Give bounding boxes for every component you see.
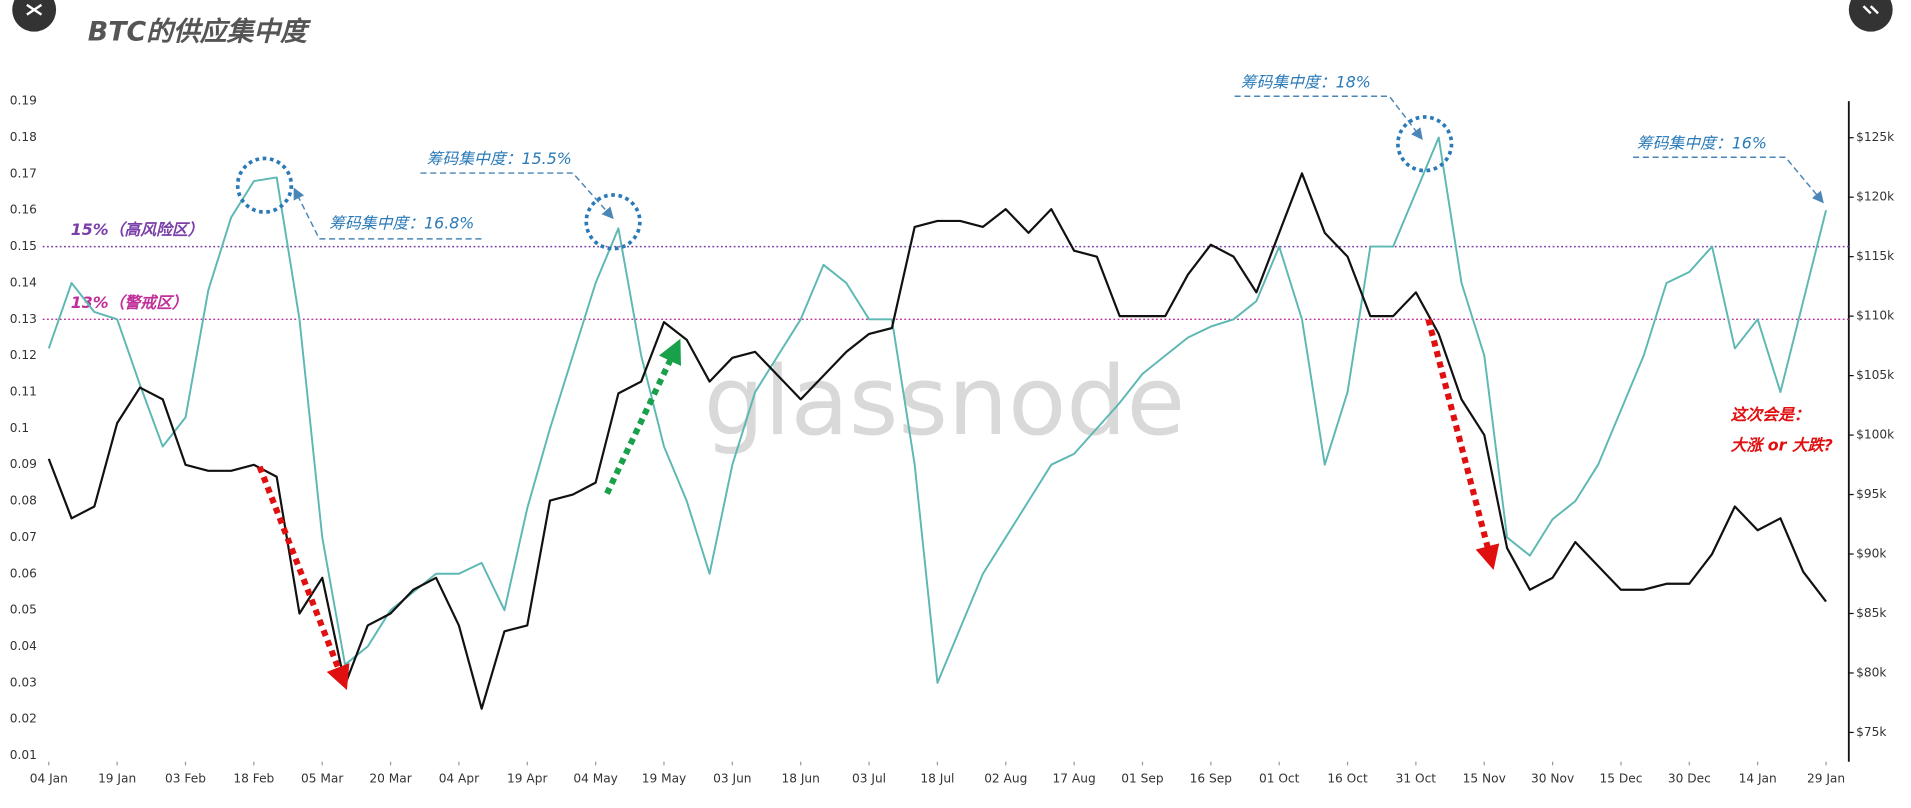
- y2-tick-label: $120k: [1856, 190, 1895, 204]
- y2-tick-label: $85k: [1856, 606, 1887, 620]
- y-tick-label: 0.1: [10, 421, 29, 435]
- x-tick-label: 15 Dec: [1599, 771, 1642, 785]
- y2-tick-label: $95k: [1856, 487, 1887, 501]
- x-tick-label: 30 Dec: [1668, 771, 1711, 785]
- close-icon: [26, 3, 43, 16]
- callout-leader: [1633, 156, 1824, 204]
- x-tick-label: 02 Aug: [984, 771, 1027, 785]
- question-label: 大涨 or 大跌?: [1731, 436, 1833, 455]
- x-tick-label: 05 Mar: [301, 771, 343, 785]
- x-tick-label: 31 Oct: [1396, 771, 1437, 785]
- callout-leader: [420, 172, 614, 220]
- reference-label: 15%（高风险区）: [71, 220, 204, 239]
- peak-circle: [584, 193, 642, 251]
- x-tick-label: 18 Jun: [781, 771, 819, 785]
- y-tick-label: 0.08: [10, 494, 37, 508]
- callout-label: 筹码集中度：16.8%: [329, 214, 474, 233]
- trend-arrow: [256, 465, 350, 691]
- callout-leader: [293, 187, 482, 240]
- y-tick-label: 0.05: [10, 603, 37, 617]
- y2-tick-label: $80k: [1856, 665, 1887, 679]
- x-tick-label: 16 Sep: [1190, 771, 1233, 785]
- y2-tick-label: $105k: [1856, 368, 1895, 382]
- close-button[interactable]: [12, 0, 57, 32]
- y2-tick-label: $100k: [1856, 428, 1895, 442]
- y2-tick-label: $115k: [1856, 249, 1895, 263]
- collapse-icon: [1862, 5, 1879, 15]
- y-tick-label: 0.17: [10, 166, 37, 180]
- y-tick-label: 0.18: [10, 130, 37, 144]
- x-tick-label: 17 Aug: [1053, 771, 1096, 785]
- x-tick-label: 04 Jan: [30, 771, 68, 785]
- callout-label: 筹码集中度：15.5%: [427, 149, 572, 168]
- x-tick-label: 19 Jan: [98, 771, 136, 785]
- y2-tick-label: $110k: [1856, 309, 1895, 323]
- callout-leader: [1234, 95, 1423, 141]
- y-tick-label: 0.03: [10, 675, 37, 689]
- x-tick-label: 30 Nov: [1531, 771, 1574, 785]
- trend-arrow: [604, 338, 681, 495]
- x-tick-label: 19 Apr: [507, 771, 547, 785]
- x-tick-label: 03 Jul: [852, 771, 886, 785]
- y-tick-label: 0.06: [10, 566, 37, 580]
- y-tick-label: 0.07: [10, 530, 37, 544]
- y-tick-label: 0.15: [10, 239, 37, 253]
- y2-tick-label: $90k: [1856, 547, 1887, 561]
- x-tick-label: 04 Apr: [439, 771, 479, 785]
- x-tick-label: 01 Oct: [1259, 771, 1300, 785]
- y-tick-label: 0.01: [10, 748, 37, 762]
- watermark: glassnode: [704, 347, 1185, 457]
- trend-arrow: [1425, 318, 1500, 570]
- x-tick-label: 18 Jul: [920, 771, 954, 785]
- x-tick-label: 14 Jan: [1739, 771, 1777, 785]
- x-tick-label: 04 May: [573, 771, 618, 785]
- y-tick-label: 0.02: [10, 712, 37, 726]
- x-tick-label: 19 May: [642, 771, 687, 785]
- y2-tick-label: $75k: [1856, 725, 1887, 739]
- y2-tick-label: $125k: [1856, 130, 1895, 144]
- y-tick-label: 0.04: [10, 639, 37, 653]
- y-tick-label: 0.14: [10, 275, 37, 289]
- x-tick-label: 16 Oct: [1327, 771, 1368, 785]
- collapse-button[interactable]: [1848, 0, 1893, 32]
- x-tick-label: 03 Feb: [165, 771, 206, 785]
- question-label: 这次会是：: [1731, 405, 1810, 424]
- x-tick-label: 29 Jan: [1807, 771, 1845, 785]
- x-tick-label: 18 Feb: [233, 771, 274, 785]
- x-tick-label: 15 Nov: [1463, 771, 1506, 785]
- y-tick-label: 0.09: [10, 457, 37, 471]
- x-tick-label: 20 Mar: [369, 771, 411, 785]
- y-tick-label: 0.12: [10, 348, 37, 362]
- x-tick-label: 01 Sep: [1121, 771, 1164, 785]
- y-tick-label: 0.13: [10, 312, 37, 326]
- y-tick-label: 0.16: [10, 203, 37, 217]
- callout-label: 筹码集中度：16%: [1637, 133, 1767, 152]
- y-tick-label: 0.19: [10, 94, 37, 108]
- x-tick-label: 03 Jun: [713, 771, 751, 785]
- chart-title: BTC的供应集中度: [88, 16, 311, 47]
- peak-circle: [235, 156, 294, 214]
- callout-label: 筹码集中度：18%: [1241, 72, 1371, 91]
- reference-label: 13%（警戒区）: [71, 293, 188, 312]
- y-tick-label: 0.11: [10, 385, 37, 399]
